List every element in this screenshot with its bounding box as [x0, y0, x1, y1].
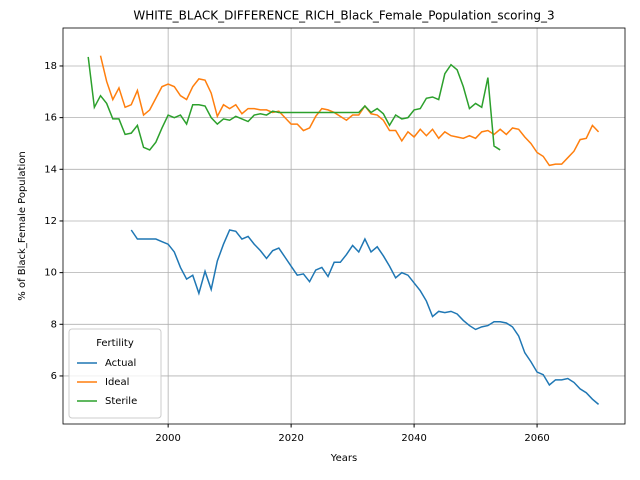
legend-label: Sterile [105, 396, 137, 407]
y-tick-label: 18 [44, 61, 57, 72]
x-tick-label: 2060 [524, 433, 549, 444]
plot-frame [62, 27, 626, 425]
x-axis-label: Years [330, 453, 357, 464]
chart-title: WHITE_BLACK_DIFFERENCE_RICH_Black_Female… [133, 9, 554, 23]
legend: Fertility Actual Ideal Sterile [68, 328, 162, 419]
legend-label: Actual [105, 358, 136, 369]
x-tick-label: 2000 [155, 433, 180, 444]
legend-label: Ideal [105, 377, 129, 388]
y-tick-label: 14 [44, 164, 57, 175]
y-tick-label: 8 [51, 319, 57, 330]
y-tick-label: 6 [51, 371, 57, 382]
series-line [99, 55, 600, 167]
series-line [130, 229, 600, 405]
legend-box [68, 328, 162, 419]
x-tick-label: 2020 [278, 433, 303, 444]
y-tick-label: 12 [44, 216, 57, 227]
series-line [87, 56, 501, 151]
y-tick-label: 16 [44, 113, 57, 124]
y-axis-label: % of Black_Female Population [17, 151, 28, 300]
x-tick-label: 2040 [401, 433, 426, 444]
y-tick-label: 10 [44, 268, 57, 279]
legend-title: Fertility [96, 338, 134, 349]
